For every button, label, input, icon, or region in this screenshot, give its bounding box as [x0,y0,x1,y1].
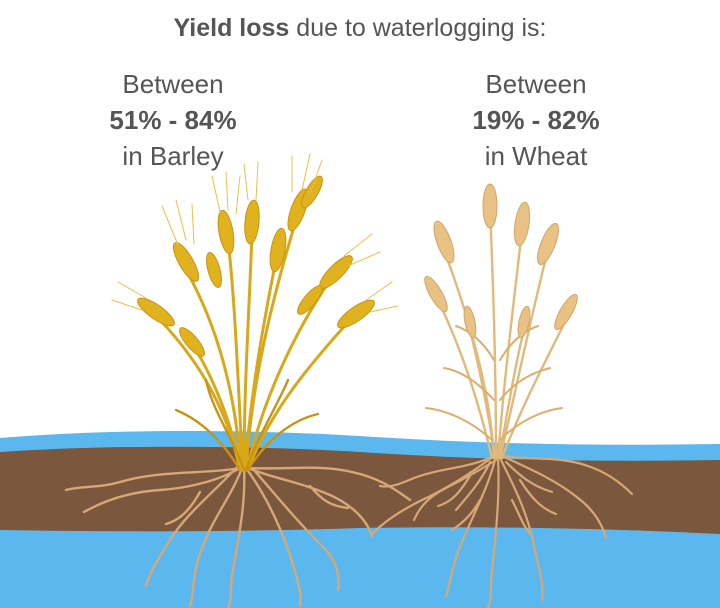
wheat-prefix: Between [485,69,587,99]
barley-suffix: in Barley [122,141,224,171]
barley-plant-icon [111,153,399,472]
barley-stat: Between 51% - 84% in Barley [43,66,303,174]
wheat-range: 19% - 82% [472,105,600,135]
headline-rest: due to waterlogging is: [289,14,547,42]
wheat-stat: Between 19% - 82% in Wheat [406,66,666,174]
barley-range: 51% - 84% [109,105,237,135]
barley-prefix: Between [122,69,224,99]
soil-layer [0,446,720,534]
headline: Yield loss due to waterlogging is: [0,14,720,43]
barley-roots [64,466,412,608]
wheat-plant-icon [424,183,578,460]
headline-bold: Yield loss [173,14,290,42]
wheat-suffix: in Wheat [484,141,588,171]
wheat-roots [370,454,634,608]
